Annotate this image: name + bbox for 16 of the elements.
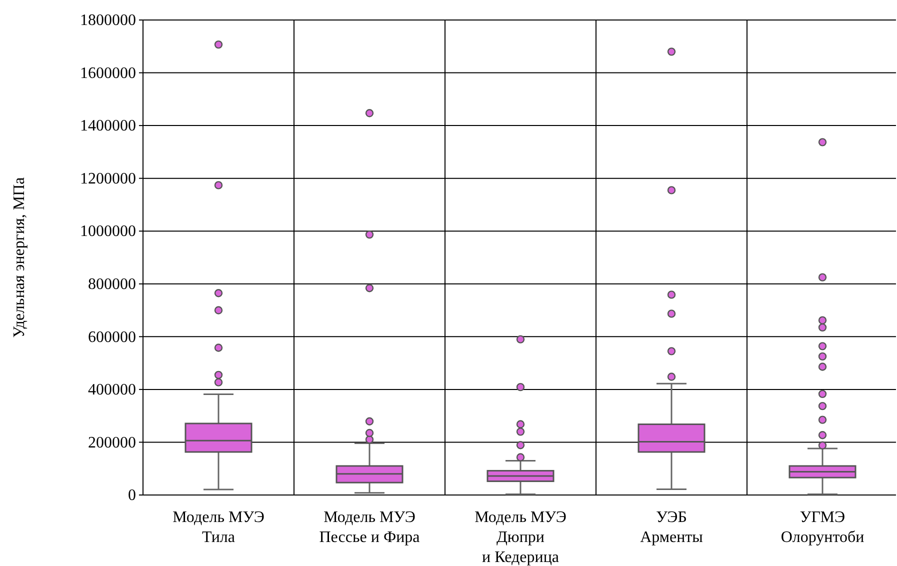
x-tick-label: УЭБ Арменты (640, 509, 704, 546)
y-tick-label: 800000 (88, 276, 136, 294)
y-tick-label: 200000 (88, 434, 136, 452)
x-tick-label: Модель МУЭ Дюпри и Кедерица (474, 509, 566, 566)
y-tick-label: 600000 (88, 328, 136, 346)
x-tick-label: УГМЭ Олорунтоби (780, 509, 865, 546)
y-axis-title: Удельная энергия, МПа (11, 177, 28, 338)
y-tick-label: 1400000 (80, 118, 136, 135)
y-tick-label: 1600000 (80, 64, 136, 82)
x-tick-label: Модель МУЭ Пессье и Фира (319, 509, 420, 546)
y-tick-label: 400000 (88, 382, 136, 399)
y-tick-label: 1000000 (80, 223, 136, 240)
x-tick-label: Модель МУЭ Тила (172, 509, 264, 546)
y-tick-label: 1800000 (80, 12, 136, 30)
y-tick-label: 1200000 (80, 170, 136, 188)
y-tick-label: 0 (128, 487, 136, 504)
